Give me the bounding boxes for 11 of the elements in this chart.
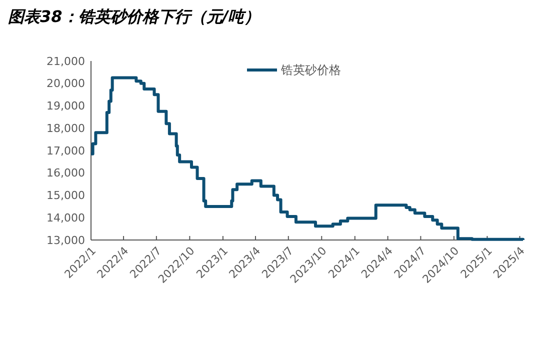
chart-title: 图表38：锆英砂价格下行（元/吨） [8,7,260,26]
legend-label: 锆英砂价格 [280,63,341,78]
y-tick-label: 16,000 [46,166,85,180]
y-tick-label: 13,000 [46,234,85,247]
y-tick-label: 19,000 [46,100,85,113]
y-tick-label: 14,000 [46,211,85,224]
y-tick-label: 15,000 [46,189,85,202]
y-tick-label: 17,000 [46,144,85,158]
y-tick-label: 18,000 [46,122,85,135]
y-tick-label: 21,000 [46,54,85,68]
y-tick-label: 20,000 [46,77,85,90]
